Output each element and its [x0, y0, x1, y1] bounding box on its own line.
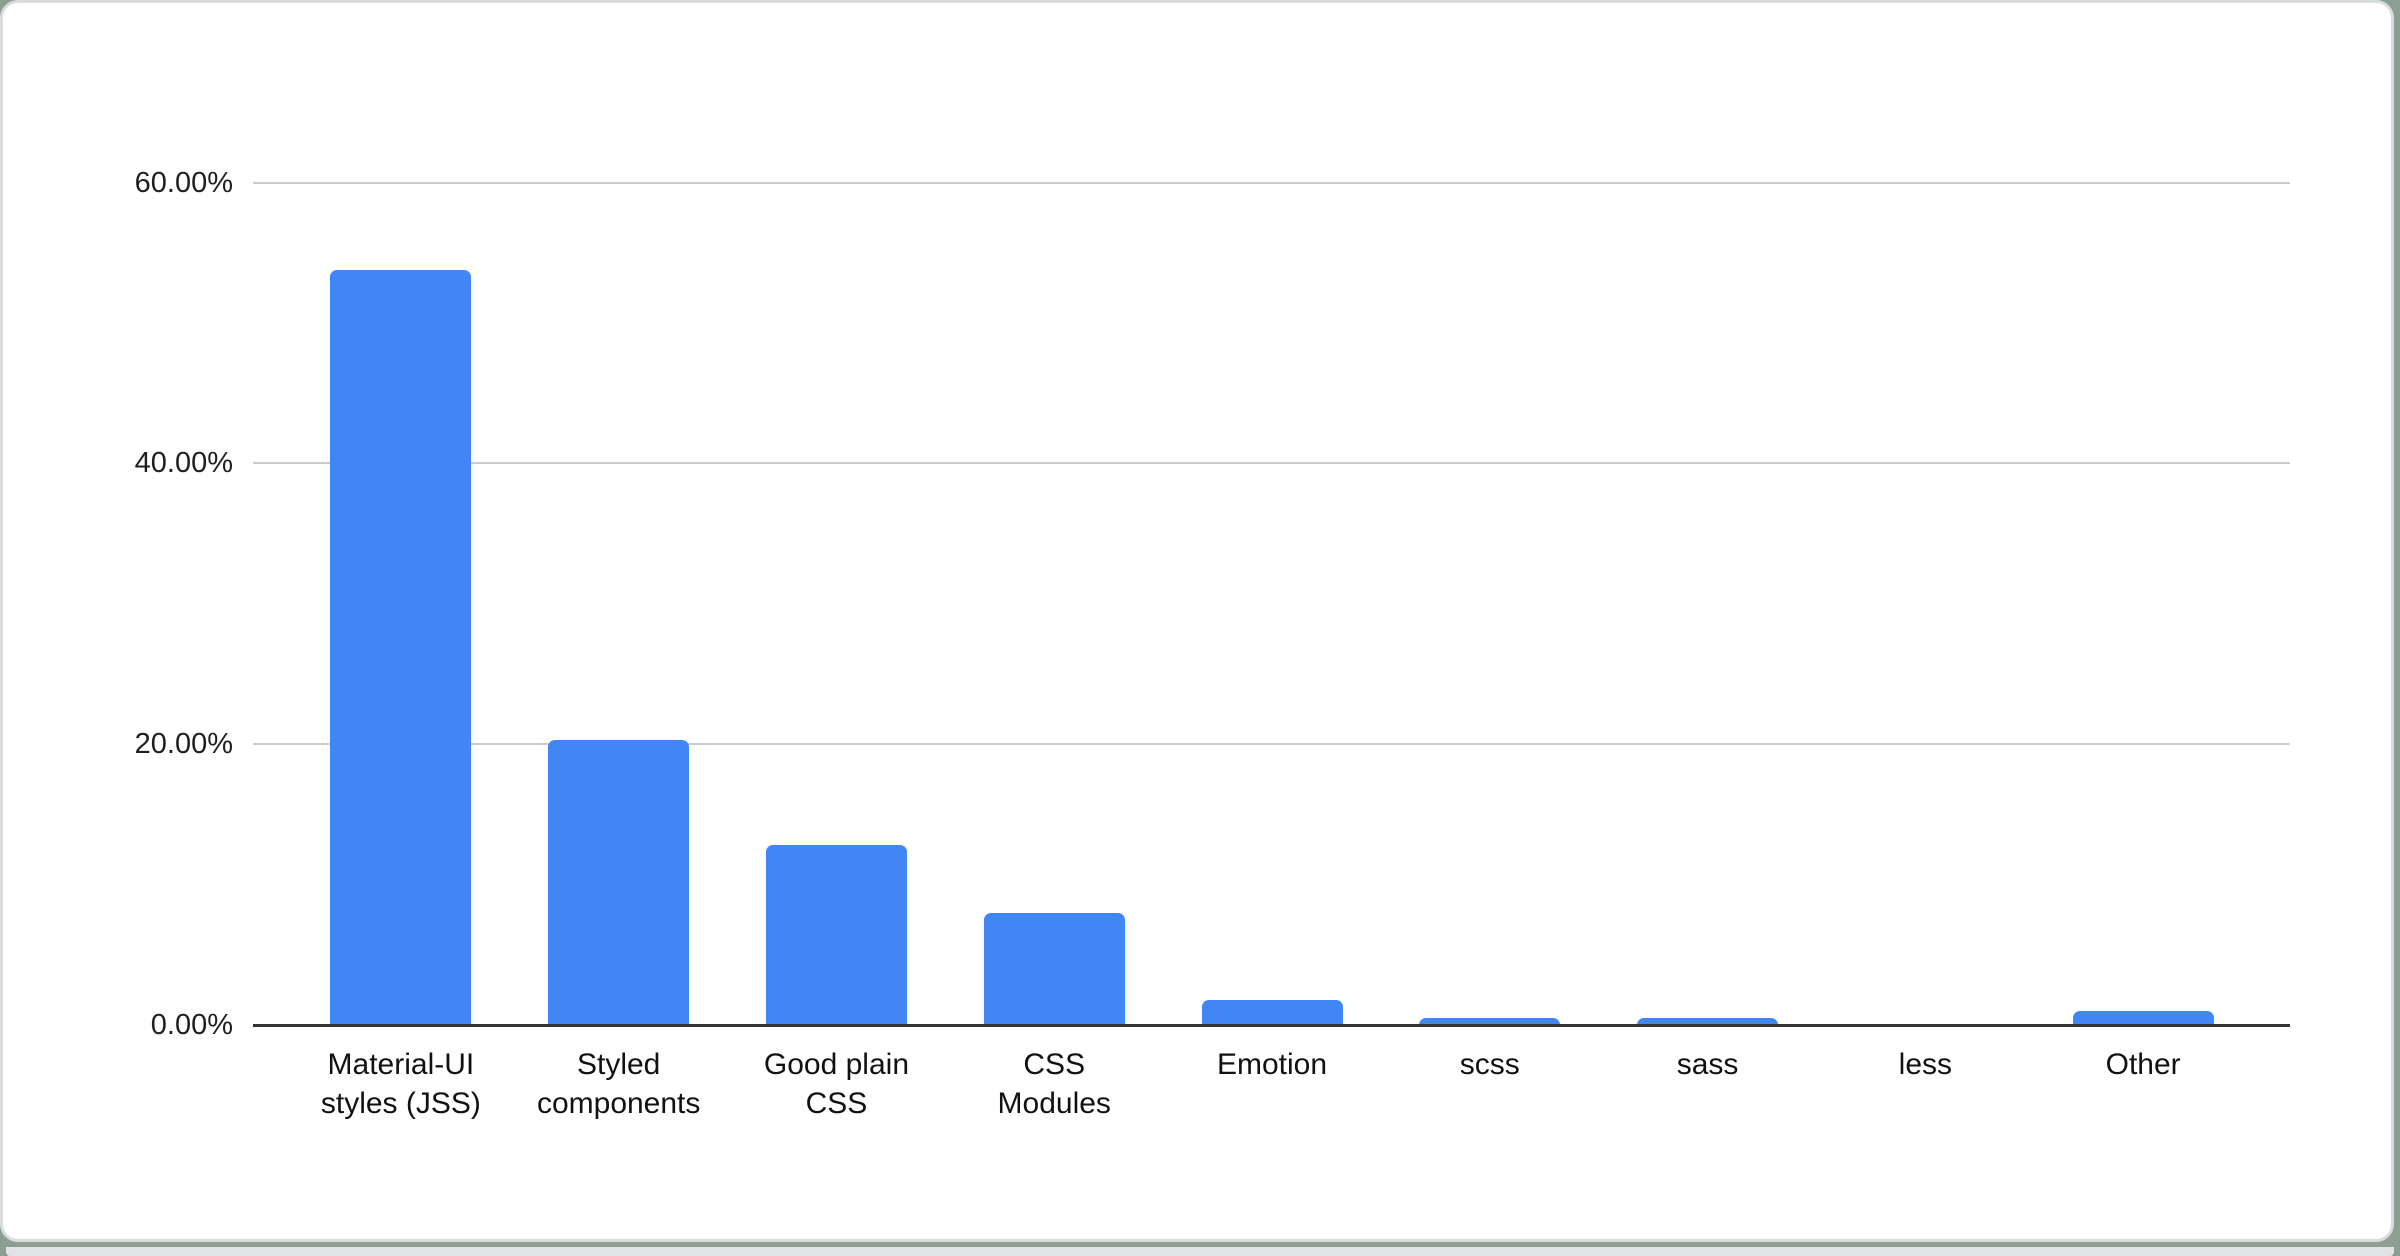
bar-slot — [292, 3, 510, 1025]
x-tick-label: Emotion — [1216, 1048, 1328, 1081]
bar-slot — [945, 3, 1163, 1025]
bar-slot — [1381, 3, 1599, 1025]
card-shadow-strip — [6, 1247, 2394, 1256]
x-tick-label: sass — [1676, 1048, 1739, 1081]
y-tick-label: 0.00% — [150, 1009, 233, 1041]
bar-slot — [1163, 3, 1381, 1025]
y-tick-label: 60.00% — [134, 166, 233, 199]
bar-css-modules — [983, 913, 1125, 1025]
bar-scss — [1419, 1018, 1561, 1025]
bar-styled-components — [548, 740, 690, 1025]
y-tick-label: 20.00% — [134, 728, 233, 761]
gridline — [253, 462, 2290, 465]
y-tick-label: 40.00% — [134, 447, 233, 480]
bar-material-ui-styles-jss- — [330, 270, 472, 1025]
x-tick-label: CSS Modules — [997, 1048, 1111, 1120]
x-labels-layer: Material-UI styles (JSS) Styled component… — [292, 1045, 2252, 1123]
x-tick-label: Styled components — [536, 1048, 701, 1120]
x-tick-label: Other — [2105, 1048, 2181, 1081]
bar-other — [2072, 1011, 2214, 1025]
bar-sass — [1637, 1018, 1779, 1025]
bars-layer — [292, 3, 2252, 1025]
bar-chart: 0.00% 20.00% 40.00% 60.00% Material-UI style… — [3, 3, 2391, 1239]
bar-slot — [728, 3, 946, 1025]
x-axis-line — [253, 1024, 2290, 1027]
bar-slot — [2034, 3, 2252, 1025]
gridline — [253, 743, 2290, 746]
bar-good-plain-css — [765, 845, 907, 1025]
bar-emotion — [1201, 1000, 1343, 1025]
bar-slot — [1599, 3, 1817, 1025]
x-tick-label: Good plain CSS — [763, 1048, 909, 1120]
x-tick-label: Material-UI styles (JSS) — [320, 1048, 481, 1120]
gridline — [253, 181, 2290, 184]
x-tick-label: scss — [1459, 1048, 1520, 1081]
x-tick-label: less — [1898, 1048, 1953, 1081]
bar-slot — [510, 3, 728, 1025]
bar-slot — [1816, 3, 2034, 1025]
